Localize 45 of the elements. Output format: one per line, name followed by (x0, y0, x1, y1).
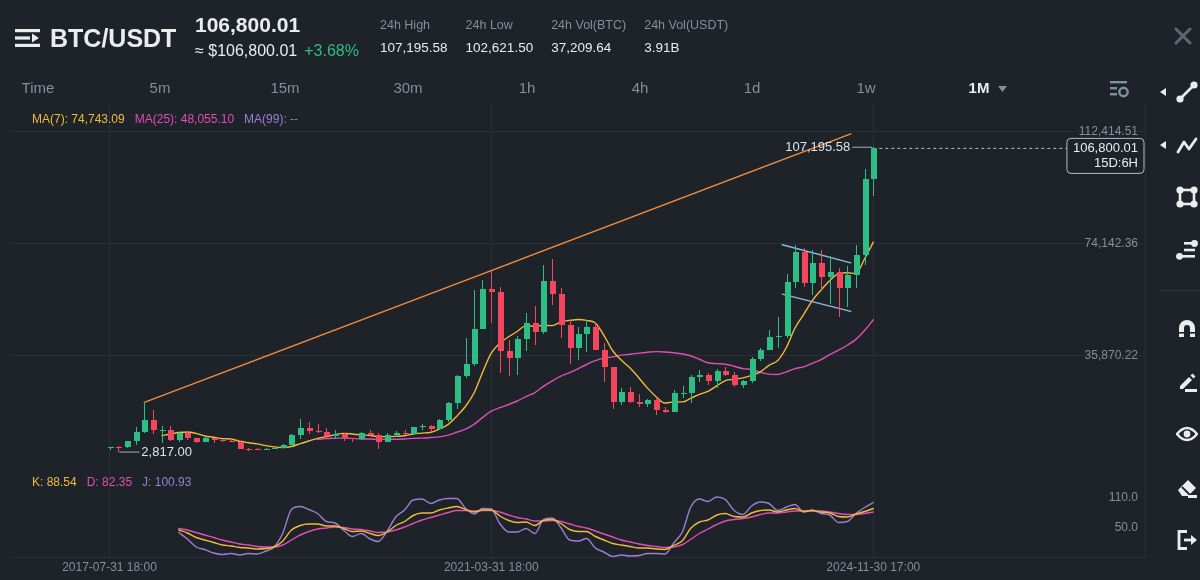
text: 1M (968, 78, 990, 98)
x-tick-label: 2024-11-30 17:00 (826, 559, 921, 574)
x-tick-label: 2017-07-31 18:00 (62, 559, 158, 574)
text: 24h Low (465, 17, 514, 33)
text: 24h Vol(USDT) (644, 17, 729, 33)
y-tick-label: 74,142.36 (1084, 236, 1139, 251)
text: MA(7): 74,743.09 (32, 112, 126, 127)
text: MA(25): 48,055.10 (134, 112, 235, 127)
x-tick-label: 2021-03-31 18:00 (443, 559, 539, 574)
text: 15m (270, 78, 300, 98)
y-tick-label: 35,870.22 (1084, 347, 1139, 362)
text: 24h High (380, 17, 432, 33)
line-series (178, 496, 874, 557)
legend-label: MA(99): -- (244, 112, 299, 127)
y-tick-label: 112,414.51 (1078, 124, 1139, 139)
text: K: 88.54 (32, 475, 78, 490)
text: ≈ $106,800.01 (195, 42, 298, 59)
annotation: 2,817.00 (141, 443, 192, 459)
candlestick (681, 386, 687, 398)
text: 4h (631, 78, 649, 98)
candlestick (828, 256, 834, 304)
line-series (161, 241, 874, 449)
text: 37,209.64 (551, 39, 613, 57)
text: Time (21, 78, 55, 98)
candlestick (776, 317, 782, 348)
line-series (316, 319, 874, 441)
text: D: 82.35 (86, 475, 133, 490)
text: J: 100.93 (142, 475, 192, 490)
text: +3.68% (304, 42, 359, 59)
text: 5m (149, 78, 171, 98)
text: 106,800.01 (195, 12, 301, 38)
text: 24h Vol(BTC) (551, 17, 627, 33)
text: 1h (518, 78, 536, 98)
text: 1w (856, 78, 876, 98)
y-tick-label: 50.0 (1114, 520, 1139, 535)
candlestick (160, 426, 166, 443)
y-tick-label: 110.0 (1108, 490, 1139, 505)
text: 1d (743, 78, 761, 98)
text: 3.91B (644, 39, 681, 57)
candlestick (489, 271, 495, 323)
text: 102,621.50 (465, 39, 534, 57)
ref-line-label: 106,800.01 15D:6H (1072, 139, 1138, 170)
text: BTC/USDT (50, 23, 177, 53)
text: 30m (393, 78, 423, 98)
text: 107,195.58 (380, 39, 448, 57)
